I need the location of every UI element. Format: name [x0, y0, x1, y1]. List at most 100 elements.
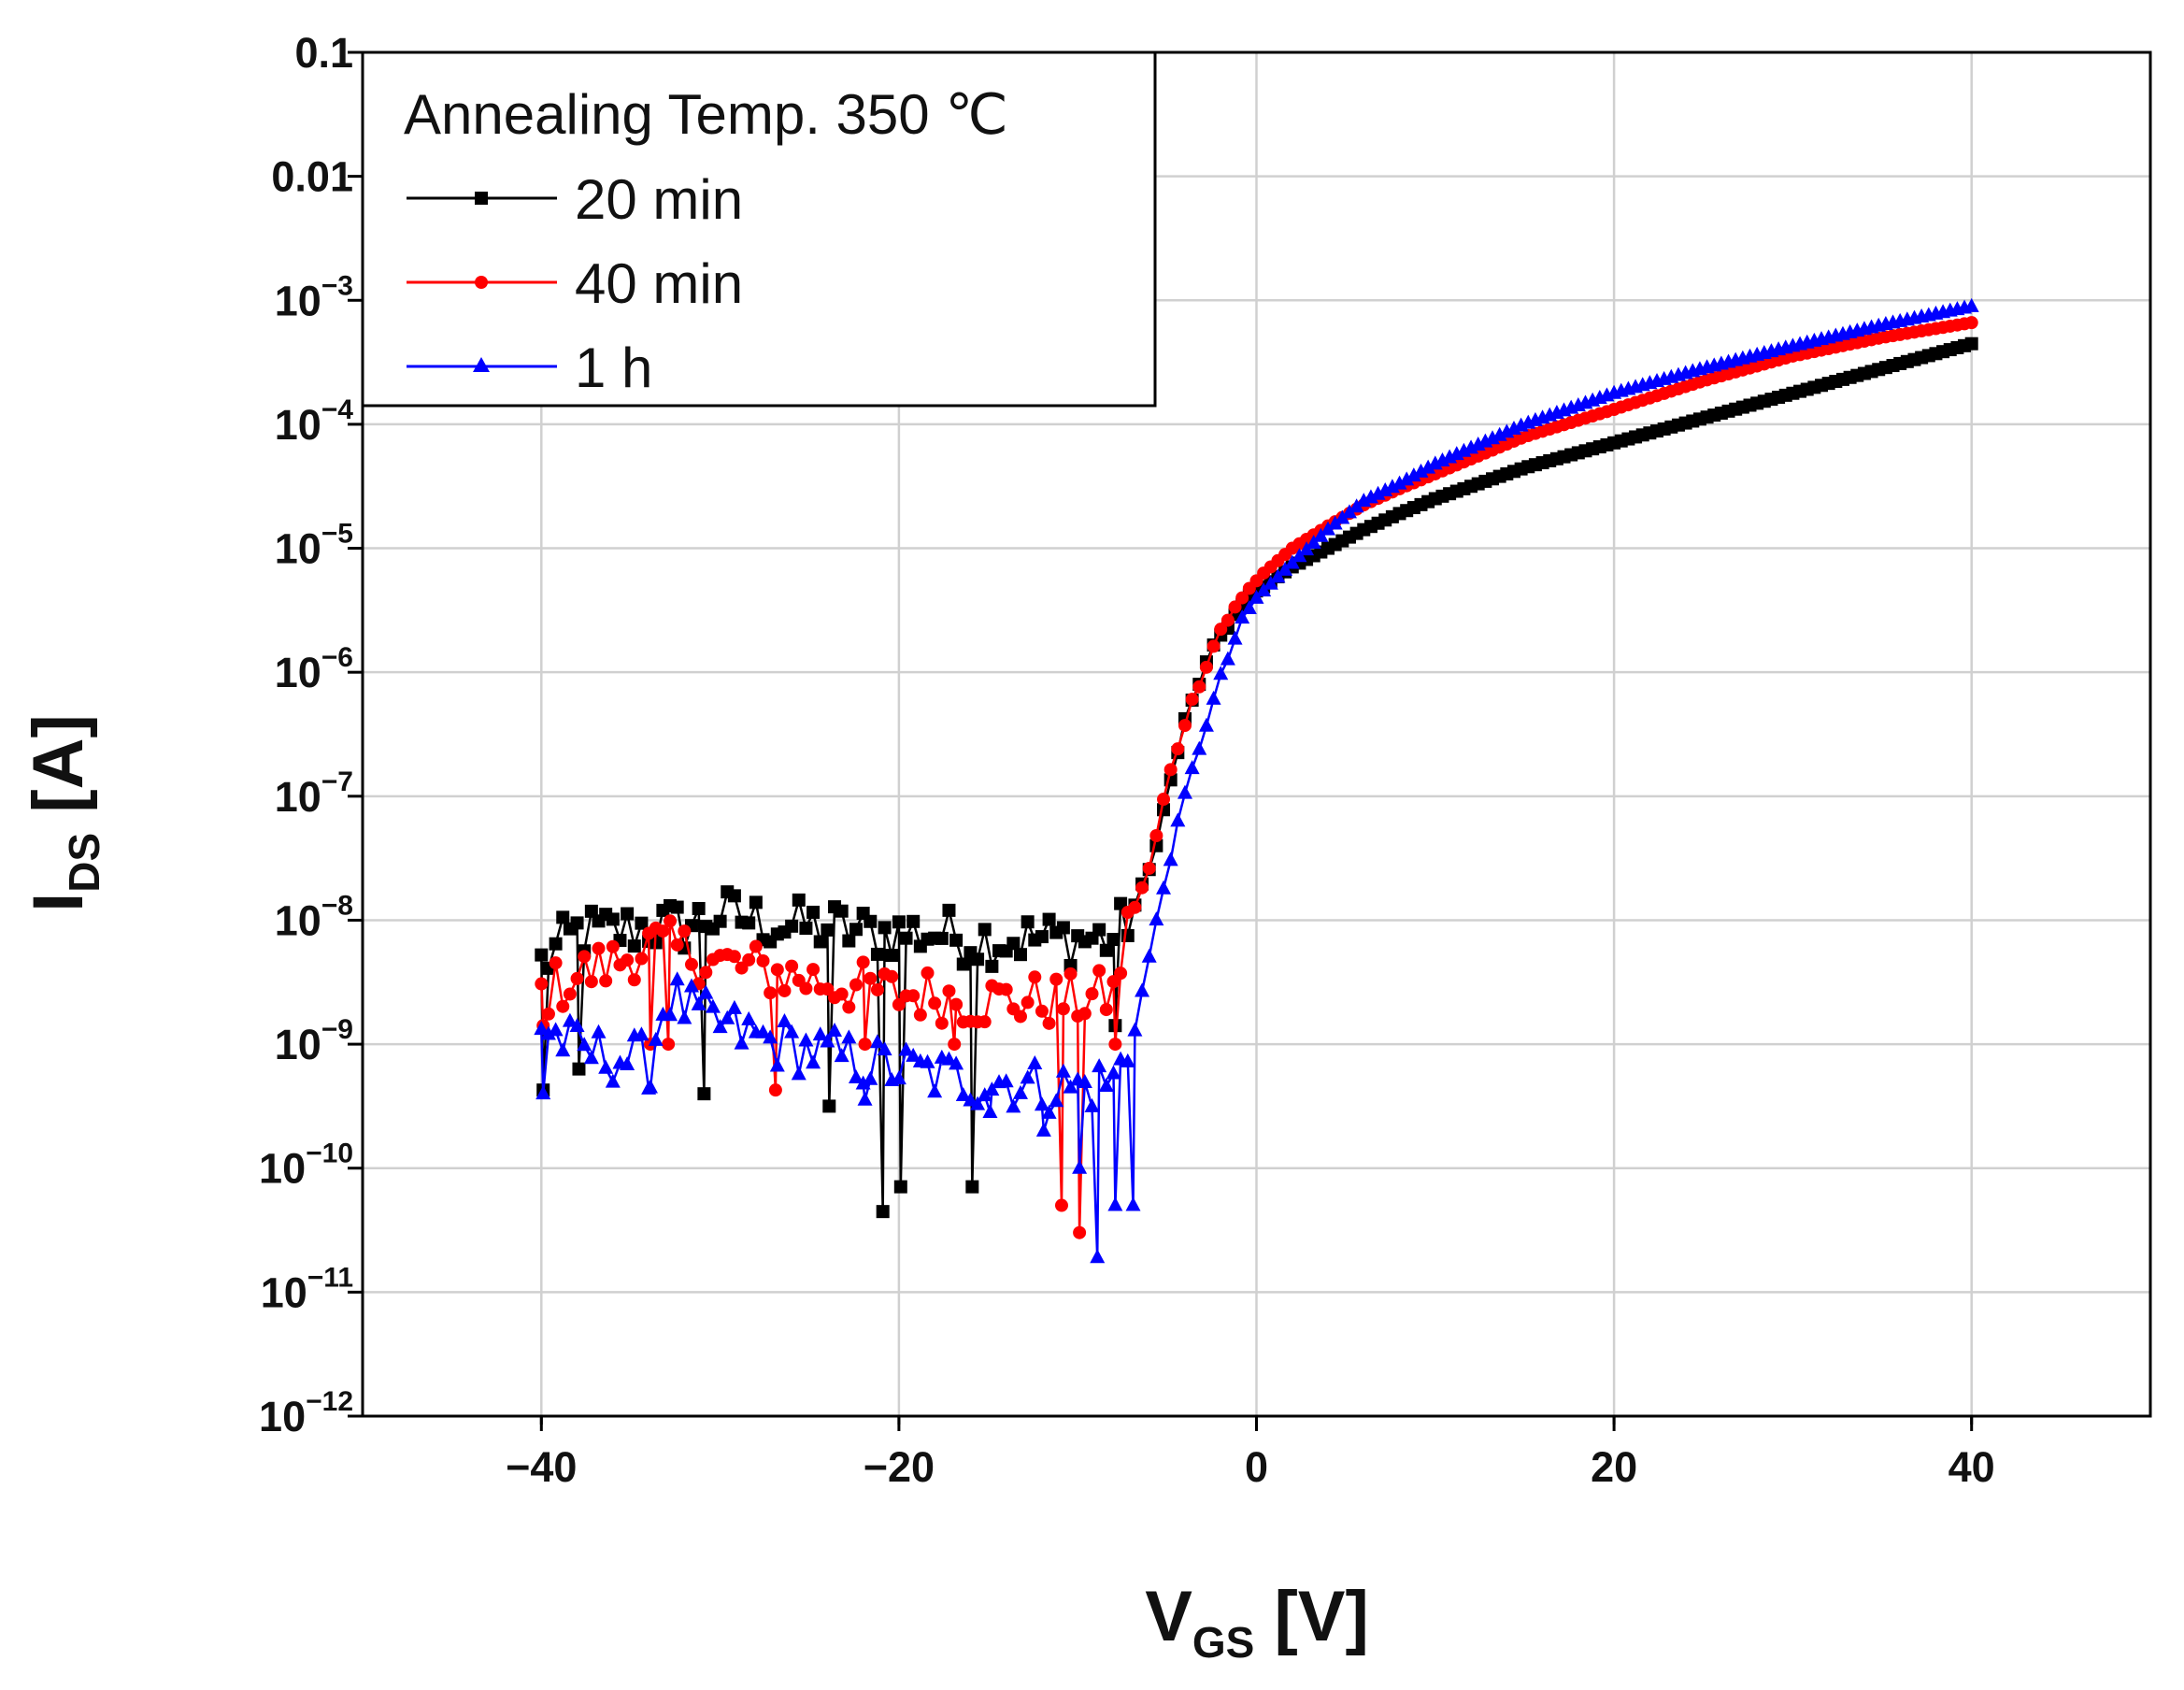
- data-point-20min: [942, 903, 956, 917]
- y-tick-label: 10−5: [275, 519, 353, 573]
- data-point-1h: [820, 1033, 835, 1048]
- data-point-1h: [827, 1022, 843, 1037]
- data-point-1h: [677, 1010, 692, 1024]
- data-point-1h: [869, 1034, 885, 1049]
- data-point-40min: [1228, 600, 1242, 614]
- y-tick-label: 10−11: [261, 1262, 353, 1316]
- data-point-1h: [1006, 1098, 1021, 1113]
- data-point-1h: [970, 1096, 986, 1110]
- data-point-20min: [1964, 337, 1978, 351]
- data-point-40min: [662, 1038, 676, 1052]
- data-point-1h: [877, 1041, 892, 1056]
- data-point-1h: [920, 1053, 935, 1068]
- y-axis-title: IDS [A]: [19, 714, 108, 912]
- data-point-1h: [755, 1024, 771, 1038]
- data-point-40min: [1128, 900, 1142, 914]
- data-point-40min: [627, 973, 641, 987]
- data-point-40min: [578, 950, 592, 964]
- data-point-40min: [892, 997, 906, 1011]
- data-point-20min: [821, 923, 835, 937]
- data-point-40min: [549, 956, 563, 970]
- data-point-40min: [1185, 693, 1199, 707]
- data-point-40min: [1178, 719, 1192, 733]
- data-point-1h: [1125, 1196, 1141, 1211]
- data-point-1h: [1192, 740, 1207, 755]
- data-point-1h: [1106, 1065, 1121, 1080]
- data-point-20min: [1006, 937, 1021, 951]
- data-point-20min: [692, 901, 706, 915]
- data-point-40min: [699, 966, 713, 980]
- data-point-20min: [849, 923, 863, 937]
- data-point-40min: [1099, 1003, 1113, 1017]
- data-point-40min: [1035, 1004, 1049, 1018]
- data-point-1h: [1213, 666, 1229, 680]
- x-axis-title-unit: [V]: [1254, 1577, 1368, 1656]
- data-point-1h: [1156, 880, 1172, 895]
- data-point-40min: [1149, 828, 1163, 842]
- y-axis-title-main: I: [19, 893, 98, 912]
- data-point-40min: [856, 955, 870, 969]
- data-point-20min: [935, 931, 949, 945]
- data-point-1h: [663, 1007, 678, 1022]
- data-point-40min: [1085, 987, 1099, 1001]
- data-point-1h: [741, 1010, 757, 1025]
- data-point-1h: [1327, 515, 1343, 530]
- data-point-40min: [799, 981, 813, 995]
- y-axis-title-unit: [A]: [19, 714, 98, 833]
- data-point-1h: [535, 1085, 551, 1100]
- data-point-1h: [1349, 498, 1364, 513]
- data-point-20min: [835, 904, 849, 918]
- data-point-20min: [727, 889, 741, 903]
- data-point-1h: [1092, 1058, 1107, 1073]
- data-point-20min: [1035, 930, 1049, 944]
- data-point-20min: [885, 949, 899, 963]
- data-point-40min: [948, 1038, 962, 1052]
- y-tick-exponent: −12: [306, 1386, 353, 1417]
- data-point-1h: [1035, 1122, 1051, 1137]
- y-tick-label: 10−8: [275, 890, 353, 944]
- data-point-40min: [664, 914, 678, 928]
- data-point-1h: [1020, 1069, 1035, 1084]
- data-point-40min: [1092, 964, 1106, 978]
- data-point-20min: [971, 952, 985, 967]
- data-point-1h: [555, 1042, 571, 1057]
- y-tick-exponent: −7: [321, 766, 353, 797]
- data-point-1h: [1098, 1077, 1114, 1092]
- data-point-1h: [698, 984, 714, 999]
- data-point-40min: [849, 978, 863, 992]
- data-point-20min: [965, 1180, 979, 1194]
- data-point-40min: [1214, 623, 1228, 637]
- data-point-1h: [1149, 911, 1164, 926]
- data-point-20min: [978, 923, 992, 937]
- data-point-20min: [621, 907, 635, 921]
- data-point-40min: [1192, 680, 1206, 694]
- data-point-1h: [605, 1073, 621, 1088]
- data-point-1h: [1063, 1079, 1078, 1094]
- data-point-40min: [635, 952, 649, 966]
- y-axis-title-sub: DS: [60, 833, 108, 893]
- x-axis-title-main: V: [1145, 1577, 1192, 1656]
- data-point-1h: [1041, 1104, 1057, 1119]
- data-point-1h: [898, 1041, 914, 1056]
- data-point-40min: [842, 1000, 856, 1014]
- data-point-1h: [1034, 1096, 1049, 1111]
- data-point-1h: [984, 1081, 1000, 1096]
- data-point-40min: [778, 983, 792, 997]
- y-tick-label: 0.01: [271, 153, 353, 201]
- data-point-1h: [777, 1013, 792, 1028]
- data-point-20min: [799, 922, 813, 936]
- y-tick-exponent: −6: [321, 642, 353, 673]
- data-point-1h: [642, 1079, 658, 1094]
- data-point-40min: [592, 941, 606, 955]
- data-point-1h: [1127, 1022, 1143, 1037]
- y-tick-base: 10: [275, 1021, 321, 1068]
- data-point-40min: [807, 963, 821, 977]
- legend-entry-1h: 1 h: [407, 337, 652, 399]
- data-point-20min: [899, 931, 913, 945]
- data-point-40min: [656, 924, 670, 938]
- data-point-20min: [956, 957, 970, 971]
- data-point-40min: [978, 1015, 992, 1029]
- legend-title: Annealing Temp. 350 ℃: [404, 83, 1008, 146]
- data-point-40min: [678, 924, 692, 938]
